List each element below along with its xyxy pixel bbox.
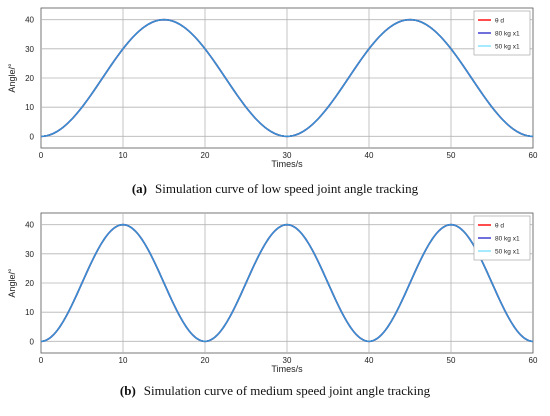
y-tick-label: 40 [25, 221, 34, 230]
y-tick-label: 30 [25, 45, 34, 54]
x-tick-label: 10 [119, 151, 128, 160]
y-tick-label: 20 [25, 74, 34, 83]
x-axis-label: Times/s [271, 159, 303, 169]
y-axis-label: Angle/° [7, 63, 17, 93]
y-axis-label: Angle/° [7, 268, 17, 298]
legend: θ d 80 kg x1 50 kg x1 [473, 10, 531, 56]
chart-panel-b: 0 10 20 30 40 50 60 0 10 20 30 40 Times/s Angle/° θ d 8… [0, 208, 550, 416]
legend-entry-2: 50 kg x1 [495, 249, 520, 256]
y-tick-label: 10 [25, 308, 34, 317]
caption-a-text: Simulation curve of low speed joint angl… [154, 181, 419, 196]
legend-entry-1: 80 kg x1 [495, 31, 520, 38]
caption-b-label: (b) [119, 383, 136, 398]
x-axis-label: Times/s [271, 364, 303, 374]
x-tick-label: 20 [201, 151, 210, 160]
y-tick-label: 40 [25, 16, 34, 25]
caption-a-label: (a) [131, 181, 147, 196]
x-tick-label: 60 [529, 151, 538, 160]
chart-b: 0 10 20 30 40 50 60 0 10 20 30 40 Times/s Angle/° θ d 8… [7, 212, 538, 374]
y-tick-label: 30 [25, 250, 34, 259]
series-line-2 [40, 18, 534, 138]
y-tick-label: 10 [25, 103, 34, 112]
y-tick-label: 0 [30, 132, 35, 141]
caption-b-text: Simulation curve of medium speed joint a… [143, 383, 431, 398]
x-tick-label: 30 [283, 356, 292, 365]
legend: θ d 80 kg x1 50 kg x1 [473, 215, 531, 261]
caption-a: (a) Simulation curve of low speed joint a… [0, 181, 550, 197]
y-tick-label: 0 [30, 337, 35, 346]
legend-entry-0: θ d [495, 223, 504, 230]
legend-entry-1: 80 kg x1 [495, 236, 520, 243]
x-tick-label: 10 [119, 356, 128, 365]
x-tick-label: 30 [283, 151, 292, 160]
x-tick-label: 50 [447, 151, 456, 160]
chart-a: 0 10 20 30 40 50 60 0 10 20 30 40 Times/s Angle/° θ d 8… [7, 7, 538, 169]
legend-entry-0: θ d [495, 18, 504, 25]
caption-b: (b) Simulation curve of medium speed join… [0, 383, 550, 399]
x-tick-label: 40 [365, 151, 374, 160]
series-line-2 [40, 223, 534, 343]
x-tick-label: 0 [39, 356, 44, 365]
x-tick-label: 40 [365, 356, 374, 365]
y-tick-label: 20 [25, 279, 34, 288]
legend-entry-2: 50 kg x1 [495, 44, 520, 51]
chart-panel-a: 0 10 20 30 40 50 60 0 10 20 30 40 Times/s Angle/° θ d 8… [7, 7, 538, 169]
x-tick-label: 50 [447, 356, 456, 365]
x-tick-label: 0 [39, 151, 44, 160]
x-tick-label: 20 [201, 356, 210, 365]
x-tick-label: 60 [529, 356, 538, 365]
